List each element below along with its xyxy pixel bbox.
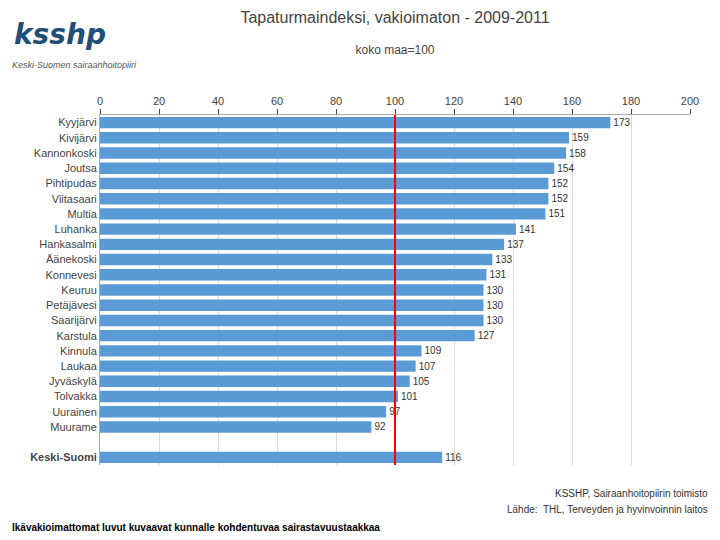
svg-text:Muurame: Muurame: [50, 421, 96, 433]
svg-text:Uurainen: Uurainen: [52, 406, 97, 418]
svg-text:137: 137: [507, 239, 524, 250]
svg-text:koko maa=100: koko maa=100: [355, 43, 434, 57]
svg-text:100: 100: [386, 95, 404, 107]
svg-text:101: 101: [401, 391, 418, 402]
svg-text:KSSHP, Sairaanhoitopiirin toim: KSSHP, Sairaanhoitopiirin toimisto: [555, 488, 708, 499]
svg-text:Hankasalmi: Hankasalmi: [39, 238, 96, 250]
svg-text:200: 200: [681, 95, 699, 107]
svg-text:151: 151: [548, 208, 565, 219]
svg-text:107: 107: [419, 361, 436, 372]
svg-text:109: 109: [425, 345, 442, 356]
svg-text:159: 159: [572, 132, 589, 143]
svg-text:120: 120: [445, 95, 463, 107]
svg-text:Tolvakka: Tolvakka: [54, 390, 98, 402]
svg-text:Äänekoski: Äänekoski: [46, 253, 97, 265]
svg-text:154: 154: [557, 163, 574, 174]
svg-text:Jyväskylä: Jyväskylä: [49, 375, 98, 387]
svg-text:131: 131: [489, 269, 506, 280]
svg-text:Petäjävesi: Petäjävesi: [46, 299, 97, 311]
svg-text:130: 130: [487, 300, 504, 311]
svg-text:Viitasaari: Viitasaari: [52, 193, 97, 205]
svg-text:Lähde: THL, Terveyden ja hyvi: Lähde: THL, Terveyden ja hyvinvoinnin la…: [507, 504, 708, 515]
svg-text:Luhanka: Luhanka: [55, 223, 98, 235]
svg-text:80: 80: [330, 95, 342, 107]
svg-text:158: 158: [569, 148, 586, 159]
svg-text:130: 130: [487, 285, 504, 296]
svg-text:97: 97: [389, 406, 401, 417]
svg-text:Keski-Suomen sairaanhoitopiiri: Keski-Suomen sairaanhoitopiiri: [12, 60, 137, 70]
svg-text:160: 160: [563, 95, 581, 107]
svg-text:130: 130: [487, 315, 504, 326]
svg-text:141: 141: [519, 224, 536, 235]
svg-text:173: 173: [613, 117, 630, 128]
svg-text:152: 152: [551, 193, 568, 204]
svg-text:127: 127: [478, 330, 495, 341]
svg-text:40: 40: [212, 95, 224, 107]
svg-text:Kinnula: Kinnula: [60, 345, 98, 357]
svg-text:Kyyjärvi: Kyyjärvi: [58, 116, 97, 128]
svg-text:0: 0: [97, 95, 103, 107]
svg-text:133: 133: [495, 254, 512, 265]
svg-text:Pihtipudas: Pihtipudas: [45, 177, 97, 189]
svg-text:Kannonkoski: Kannonkoski: [34, 147, 97, 159]
svg-text:Multia: Multia: [67, 208, 97, 220]
svg-text:Ikävakioimattomat luvut kuvaav: Ikävakioimattomat luvut kuvaavat kunnall…: [12, 522, 380, 533]
svg-text:20: 20: [153, 95, 165, 107]
svg-text:Kivijärvi: Kivijärvi: [59, 132, 97, 144]
svg-text:ksshp: ksshp: [14, 18, 106, 51]
svg-text:Tapaturmaindeksi, vakioimaton: Tapaturmaindeksi, vakioimaton - 2009-201…: [240, 9, 549, 26]
svg-text:92: 92: [374, 421, 386, 432]
svg-text:105: 105: [413, 376, 430, 387]
svg-text:60: 60: [271, 95, 283, 107]
svg-text:152: 152: [551, 178, 568, 189]
svg-text:Karstula: Karstula: [56, 330, 97, 342]
svg-text:116: 116: [445, 452, 461, 463]
svg-text:Konnevesi: Konnevesi: [45, 269, 96, 281]
svg-text:140: 140: [504, 95, 522, 107]
svg-text:Joutsa: Joutsa: [64, 162, 97, 174]
svg-text:Saarijärvi: Saarijärvi: [51, 314, 97, 326]
svg-text:Laukaa: Laukaa: [61, 360, 98, 372]
svg-text:180: 180: [622, 95, 640, 107]
svg-text:Keski-Suomi: Keski-Suomi: [30, 451, 97, 463]
svg-text:Keuruu: Keuruu: [61, 284, 96, 296]
